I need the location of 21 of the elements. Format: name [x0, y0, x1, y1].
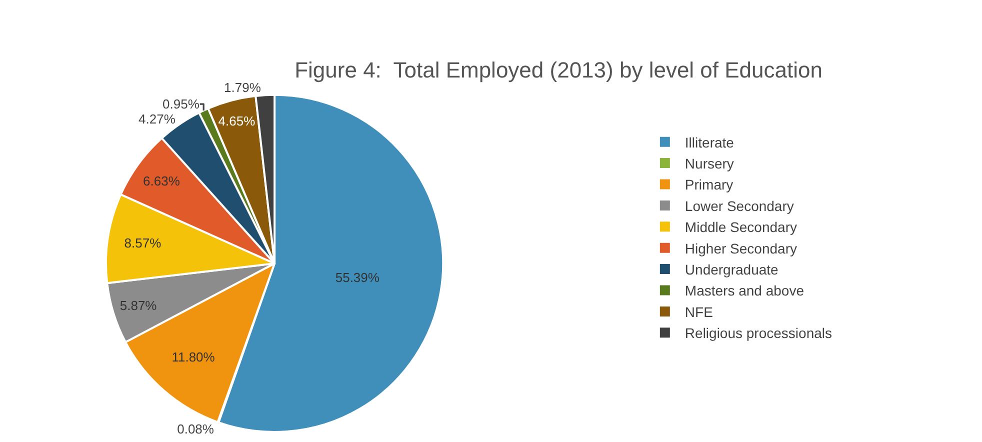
legend-label: Masters and above: [684, 282, 804, 299]
data-label: 5.87%: [120, 298, 158, 314]
data-label: 11.80%: [172, 349, 216, 364]
data-label: 4.65%: [218, 114, 256, 129]
legend-label: Higher Secondary: [684, 240, 797, 256]
legend-label: Middle Secondary: [684, 219, 797, 236]
legend-label: Undergraduate: [684, 262, 779, 278]
legend-label: Nursery: [684, 156, 734, 172]
data-label: 0.08%: [177, 421, 214, 436]
legend-label: NFE: [684, 304, 713, 320]
legend-label: Primary: [684, 176, 734, 193]
data-label: 6.63%: [143, 174, 180, 189]
data-label: 4.27%: [138, 112, 176, 127]
chart-title: Figure 4: Total Employed (2013) by level of Education: [294, 57, 823, 82]
legend-label: Lower Secondary: [684, 198, 794, 214]
legend-label: Religious processionals: [684, 325, 832, 342]
data-label: 0.95%: [162, 96, 200, 112]
data-label: 1.79%: [224, 80, 262, 96]
data-label: 55.39%: [335, 270, 380, 286]
data-label: 8.57%: [124, 236, 162, 251]
legend-label: Illiterate: [684, 134, 734, 150]
